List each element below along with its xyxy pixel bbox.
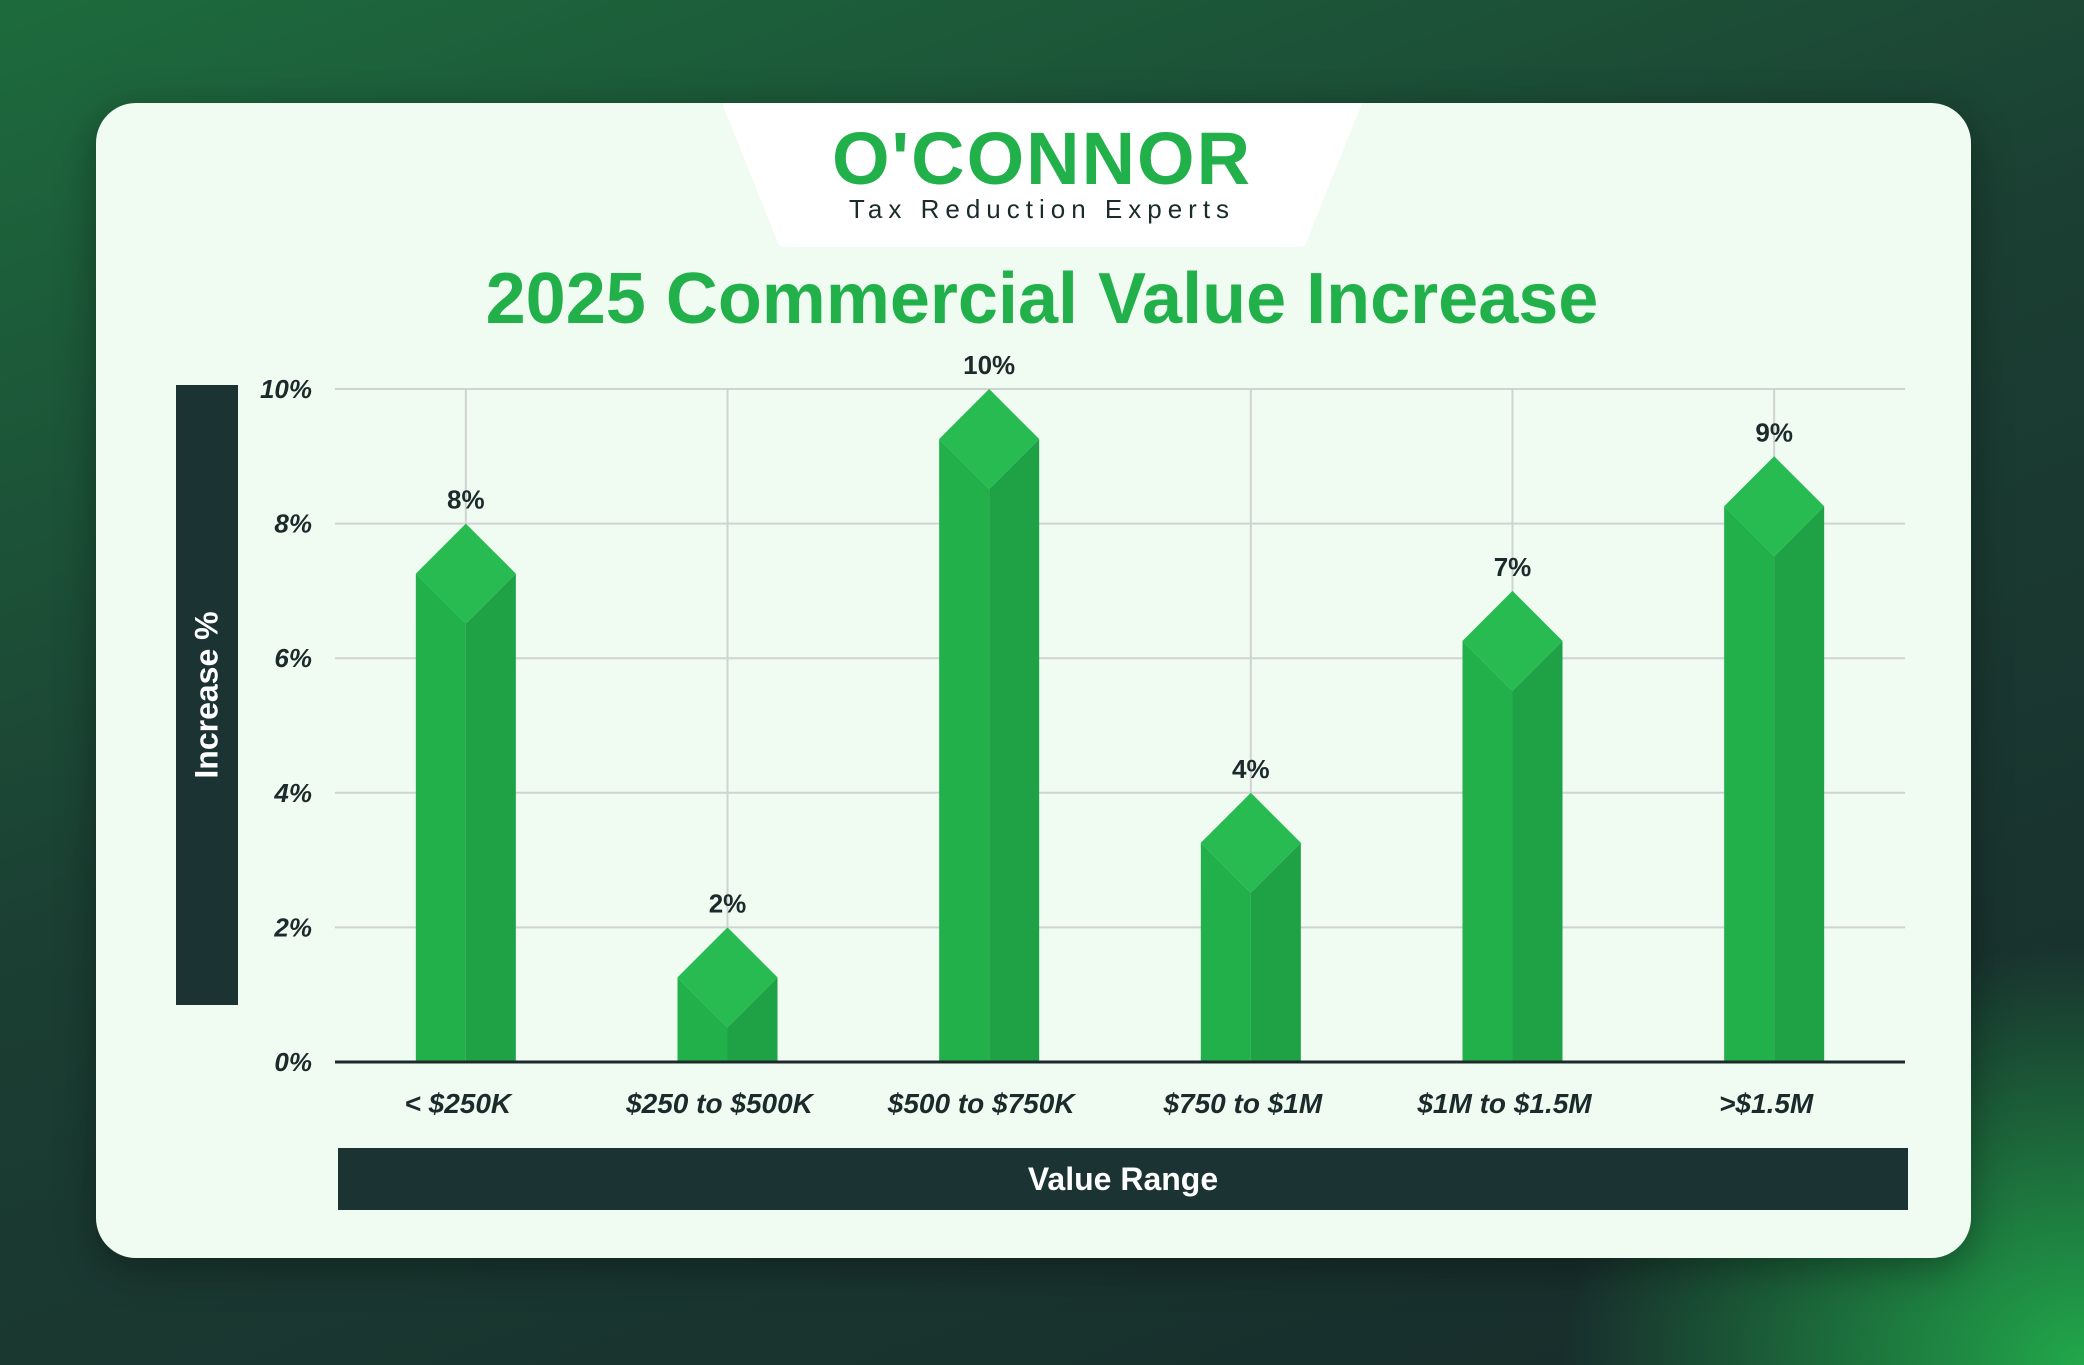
x-axis-label: Value Range: [1027, 1161, 1219, 1197]
bar-front: [415, 573, 466, 1062]
logo-tab: [722, 103, 1362, 247]
bar-side: [1512, 640, 1563, 1062]
data-label: 7%: [1494, 552, 1532, 582]
x-axis-label-bar: [338, 1148, 1908, 1210]
data-label: 9%: [1755, 417, 1793, 447]
bar-front: [1724, 506, 1775, 1062]
bar-side: [465, 573, 516, 1062]
y-tick-label: 6%: [274, 643, 312, 673]
x-tick-label: >$1.5M: [1719, 1088, 1814, 1119]
y-tick-label: 2%: [273, 912, 312, 942]
x-tick-label: $750 to $1M: [1162, 1088, 1322, 1119]
brand-logo: O'CONNOR: [831, 117, 1253, 200]
bar-top: [415, 523, 516, 624]
bar-top: [939, 389, 1040, 489]
bar-side: [1774, 506, 1825, 1062]
bar-top: [1200, 792, 1301, 893]
data-label: 10%: [963, 350, 1015, 380]
bar-top: [1462, 590, 1563, 691]
bar-top: [677, 927, 778, 1028]
y-tick-label: 4%: [273, 778, 312, 808]
bar-side: [1250, 842, 1301, 1062]
x-tick-label: $1M to $1.5M: [1416, 1088, 1592, 1119]
bar-side: [989, 439, 1040, 1062]
y-axis-label-bar: [176, 385, 238, 1005]
x-tick-label: < $250K: [405, 1088, 513, 1119]
bar-front: [677, 977, 728, 1062]
bar-front: [1200, 842, 1251, 1062]
data-label: 4%: [1232, 754, 1270, 784]
y-tick-label: 0%: [274, 1047, 312, 1077]
data-label: 8%: [447, 485, 485, 515]
y-tick-label: 10%: [260, 374, 312, 404]
bar-front: [1462, 640, 1513, 1062]
bar-front: [939, 439, 990, 1062]
data-label: 2%: [709, 888, 747, 918]
bar-top: [1724, 456, 1825, 557]
y-tick-label: 8%: [274, 509, 312, 539]
x-tick-label: $500 to $750K: [887, 1088, 1077, 1119]
brand-tagline: Tax Reduction Experts: [848, 194, 1236, 224]
bar-side: [727, 977, 778, 1062]
x-tick-label: $250 to $500K: [625, 1088, 815, 1119]
chart-title: 2025 Commercial Value Increase: [485, 259, 1599, 339]
